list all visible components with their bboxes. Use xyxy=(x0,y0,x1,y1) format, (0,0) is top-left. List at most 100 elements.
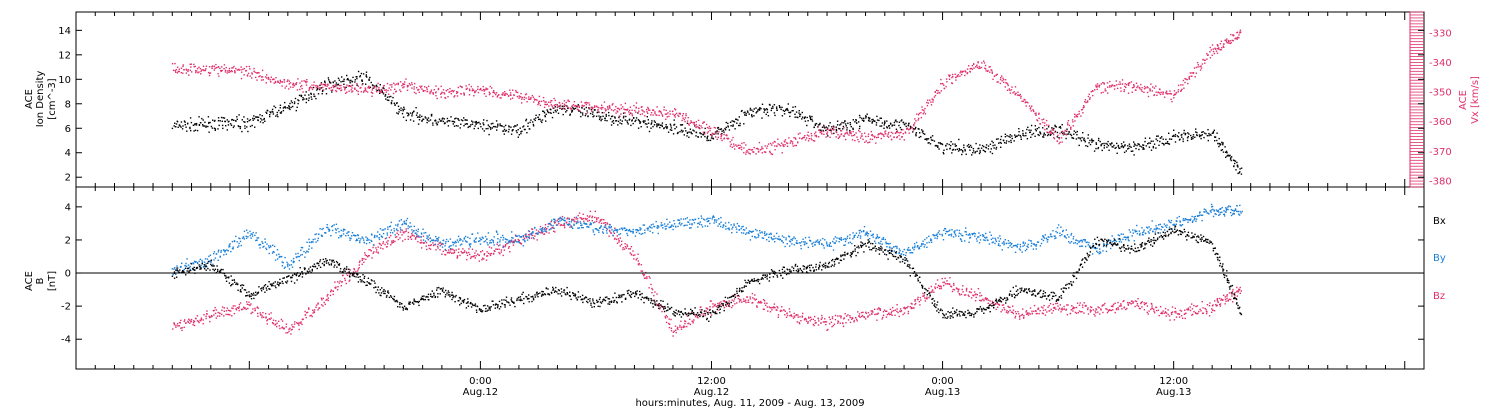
data-point xyxy=(503,128,506,131)
data-point xyxy=(1108,309,1111,311)
data-point xyxy=(336,87,339,90)
data-point xyxy=(984,67,986,69)
data-point xyxy=(1156,135,1158,137)
data-point xyxy=(1083,312,1085,314)
data-point xyxy=(835,136,837,138)
data-point xyxy=(940,143,942,145)
data-point xyxy=(992,78,994,80)
data-point xyxy=(578,106,580,108)
data-point xyxy=(348,280,350,282)
data-point xyxy=(756,111,758,113)
data-point xyxy=(1129,82,1131,84)
data-point xyxy=(210,261,212,263)
data-point xyxy=(295,82,298,84)
data-point xyxy=(1027,102,1029,104)
data-point xyxy=(709,306,711,308)
data-point xyxy=(793,315,795,317)
data-point xyxy=(1155,91,1157,93)
data-point xyxy=(371,89,373,91)
data-point xyxy=(734,128,736,130)
data-point xyxy=(324,80,326,82)
data-point xyxy=(249,75,251,77)
data-point xyxy=(463,117,465,119)
data-point xyxy=(202,69,204,71)
data-point xyxy=(668,115,670,118)
data-point xyxy=(804,116,806,119)
data-point xyxy=(433,89,435,91)
data-point xyxy=(650,112,653,114)
data-point xyxy=(578,110,580,112)
data-point xyxy=(471,255,473,258)
data-point xyxy=(672,113,674,115)
data-point xyxy=(486,88,489,90)
data-point xyxy=(321,299,323,301)
data-point xyxy=(372,87,374,89)
data-point xyxy=(943,281,946,283)
data-point xyxy=(504,124,507,127)
data-point xyxy=(1107,140,1109,143)
data-point xyxy=(858,141,860,143)
data-point xyxy=(359,260,361,262)
data-point xyxy=(1212,309,1214,311)
series-black-points xyxy=(171,70,1243,175)
data-point xyxy=(209,260,211,262)
data-point xyxy=(1136,144,1138,147)
data-point xyxy=(1123,141,1125,143)
data-point xyxy=(729,141,731,143)
data-point xyxy=(979,67,981,69)
data-point xyxy=(366,239,368,241)
data-point xyxy=(1177,89,1180,91)
data-point xyxy=(208,260,211,263)
data-point xyxy=(1122,300,1124,303)
data-point xyxy=(807,322,809,324)
data-point xyxy=(830,128,832,130)
data-point xyxy=(478,260,480,262)
data-point xyxy=(502,92,504,94)
data-point xyxy=(209,121,211,124)
data-point xyxy=(813,126,815,128)
data-point xyxy=(713,126,715,129)
data-point xyxy=(926,298,928,300)
data-point xyxy=(354,87,356,89)
data-point xyxy=(215,63,217,66)
data-point xyxy=(279,82,281,84)
data-point xyxy=(406,89,409,91)
data-point xyxy=(561,102,564,105)
data-point xyxy=(233,125,235,127)
data-point xyxy=(969,149,971,151)
data-point xyxy=(890,131,893,134)
data-point xyxy=(1178,316,1181,318)
data-point xyxy=(1162,93,1164,95)
data-point xyxy=(587,115,589,117)
data-point xyxy=(1096,88,1098,91)
data-point xyxy=(693,319,695,321)
data-point xyxy=(483,88,485,91)
data-point xyxy=(379,92,381,94)
data-point xyxy=(291,266,294,268)
data-point xyxy=(1067,124,1069,126)
data-point xyxy=(643,121,645,124)
data-point xyxy=(839,322,841,324)
data-point xyxy=(297,99,299,101)
data-point xyxy=(391,242,394,244)
data-point xyxy=(782,109,784,112)
data-point xyxy=(1093,313,1095,316)
data-point xyxy=(336,84,338,86)
data-point xyxy=(330,89,332,92)
data-point xyxy=(774,149,776,151)
data-point xyxy=(426,90,429,93)
data-point xyxy=(684,326,686,328)
data-point xyxy=(999,82,1001,85)
data-point xyxy=(1115,307,1118,310)
data-point xyxy=(859,116,861,119)
data-point xyxy=(339,235,341,237)
data-point xyxy=(311,98,313,100)
data-point xyxy=(589,112,592,115)
data-point xyxy=(519,127,521,129)
data-point xyxy=(666,316,669,318)
data-point xyxy=(447,125,450,127)
data-point xyxy=(294,321,296,323)
data-point xyxy=(839,124,841,126)
data-point xyxy=(755,147,758,150)
data-point xyxy=(268,77,270,80)
